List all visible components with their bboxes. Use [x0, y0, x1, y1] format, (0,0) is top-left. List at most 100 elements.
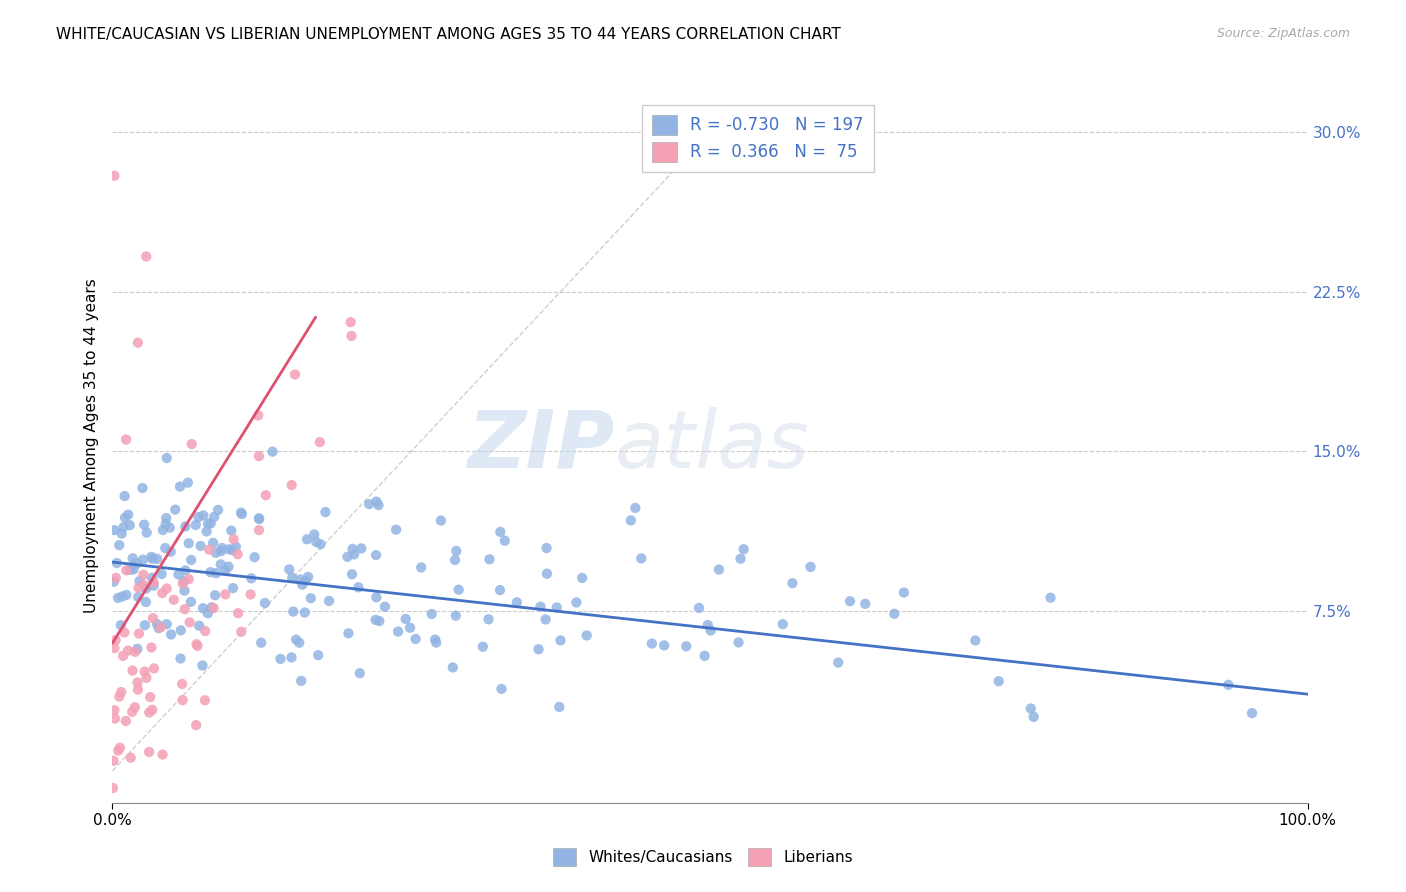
Point [194, 693, 217, 707]
Point [536, 566, 558, 581]
Point [297, 570, 319, 584]
Point [191, 658, 214, 673]
Point [121, 551, 143, 566]
Point [104, 712, 127, 726]
Point [198, 542, 221, 557]
Point [211, 541, 233, 555]
Point [367, 498, 389, 512]
Point [250, 636, 273, 650]
Point [529, 599, 551, 614]
Point [186, 637, 208, 651]
Point [138, 706, 160, 720]
Point [127, 675, 149, 690]
Point [127, 335, 149, 350]
Point [127, 590, 149, 604]
Point [121, 705, 143, 719]
Point [295, 533, 318, 547]
Point [699, 624, 721, 638]
Point [191, 601, 214, 615]
Point [309, 537, 332, 551]
Point [506, 595, 529, 609]
Point [883, 607, 905, 621]
Point [104, 633, 127, 648]
Point [180, 437, 202, 451]
Point [152, 523, 174, 537]
Point [197, 516, 219, 531]
Point [150, 586, 173, 600]
Point [280, 478, 302, 492]
Point [111, 590, 134, 604]
Point [447, 582, 470, 597]
Point [374, 599, 396, 614]
Point [733, 542, 755, 557]
Point [218, 542, 240, 557]
Point [202, 536, 225, 550]
Point [132, 552, 155, 566]
Point [366, 591, 388, 605]
Point [202, 601, 225, 615]
Point [132, 578, 155, 592]
Point [190, 539, 212, 553]
Point [221, 524, 243, 538]
Point [534, 612, 557, 626]
Point [173, 583, 195, 598]
Point [149, 620, 172, 634]
Point [193, 508, 215, 523]
Point [105, 556, 128, 570]
Point [188, 618, 211, 632]
Point [108, 538, 131, 552]
Point [489, 582, 512, 597]
Point [347, 580, 370, 594]
Point [387, 624, 409, 639]
Point [1022, 710, 1045, 724]
Point [146, 617, 169, 632]
Point [565, 595, 588, 609]
Point [207, 503, 229, 517]
Point [141, 571, 163, 585]
Point [155, 516, 177, 531]
Point [359, 497, 381, 511]
Point [688, 601, 710, 615]
Point [987, 674, 1010, 689]
Point [135, 250, 157, 264]
Point [420, 607, 443, 621]
Point [141, 551, 163, 566]
Point [120, 750, 142, 764]
Point [159, 545, 181, 559]
Point [110, 685, 132, 699]
Point [141, 640, 163, 655]
Point [141, 703, 163, 717]
Point [103, 169, 125, 183]
Point [294, 606, 316, 620]
Point [172, 576, 194, 591]
Point [163, 592, 186, 607]
Point [336, 549, 359, 564]
Point [155, 541, 177, 555]
Point [299, 591, 322, 606]
Point [799, 560, 821, 574]
Point [231, 507, 253, 521]
Point [159, 520, 181, 534]
Point [1240, 706, 1263, 720]
Point [160, 627, 183, 641]
Point [177, 572, 200, 586]
Point [285, 632, 308, 647]
Point [148, 621, 170, 635]
Point [399, 621, 422, 635]
Point [444, 553, 467, 567]
Point [135, 671, 157, 685]
Point [205, 546, 228, 560]
Point [222, 533, 245, 547]
Point [782, 576, 804, 591]
Point [550, 633, 572, 648]
Legend: Whites/Caucasians, Liberians: Whites/Caucasians, Liberians [544, 838, 862, 875]
Point [243, 550, 266, 565]
Text: atlas: atlas [614, 407, 810, 485]
Point [134, 618, 156, 632]
Point [128, 581, 150, 595]
Point [340, 567, 363, 582]
Point [195, 524, 218, 539]
Point [231, 624, 253, 639]
Point [290, 673, 312, 688]
Point [124, 645, 146, 659]
